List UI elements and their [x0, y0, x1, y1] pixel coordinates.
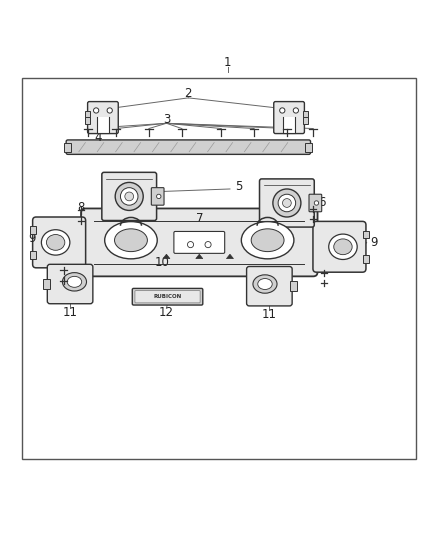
Ellipse shape	[46, 235, 65, 251]
FancyBboxPatch shape	[247, 266, 292, 306]
Circle shape	[187, 241, 194, 248]
Text: 7: 7	[195, 212, 203, 225]
Text: 11: 11	[262, 308, 277, 321]
FancyBboxPatch shape	[174, 231, 225, 253]
Ellipse shape	[328, 234, 357, 260]
FancyBboxPatch shape	[309, 194, 321, 212]
Bar	[290, 281, 297, 292]
Text: 8: 8	[78, 201, 85, 214]
Circle shape	[205, 241, 211, 248]
Ellipse shape	[115, 229, 147, 252]
FancyBboxPatch shape	[259, 179, 314, 227]
Text: 6: 6	[318, 197, 326, 209]
FancyBboxPatch shape	[33, 217, 86, 268]
Ellipse shape	[105, 222, 157, 259]
Text: 5: 5	[235, 180, 242, 193]
Ellipse shape	[251, 229, 284, 252]
Text: 11: 11	[63, 306, 78, 319]
Bar	[283, 117, 295, 133]
FancyBboxPatch shape	[151, 188, 164, 205]
Circle shape	[125, 192, 134, 201]
Circle shape	[115, 182, 143, 211]
FancyBboxPatch shape	[66, 140, 311, 155]
Ellipse shape	[41, 230, 70, 255]
Bar	[363, 255, 369, 263]
Bar	[30, 226, 36, 234]
Text: 12: 12	[159, 306, 174, 319]
FancyBboxPatch shape	[313, 221, 366, 272]
Text: 3: 3	[163, 114, 170, 126]
Bar	[85, 117, 90, 124]
FancyBboxPatch shape	[88, 102, 118, 134]
Text: 4: 4	[95, 131, 102, 144]
Circle shape	[120, 188, 138, 205]
FancyBboxPatch shape	[135, 290, 200, 303]
Text: 1: 1	[224, 56, 232, 69]
Bar	[303, 117, 308, 124]
Bar	[43, 279, 50, 289]
Ellipse shape	[241, 222, 294, 259]
Circle shape	[157, 194, 161, 199]
Circle shape	[278, 194, 296, 212]
Circle shape	[283, 199, 291, 207]
Text: 10: 10	[155, 256, 170, 269]
Bar	[22, 78, 416, 459]
Text: 8: 8	[310, 201, 317, 214]
Text: 8: 8	[60, 262, 67, 275]
Polygon shape	[163, 254, 170, 259]
Ellipse shape	[258, 279, 272, 289]
FancyBboxPatch shape	[47, 264, 93, 304]
FancyBboxPatch shape	[102, 172, 156, 221]
Circle shape	[93, 108, 99, 113]
Bar	[85, 111, 90, 118]
FancyBboxPatch shape	[274, 102, 304, 134]
Text: 2: 2	[184, 87, 192, 100]
Polygon shape	[226, 254, 233, 259]
Ellipse shape	[253, 275, 277, 293]
Circle shape	[273, 189, 301, 217]
Bar	[303, 111, 308, 118]
Circle shape	[107, 108, 112, 113]
Bar	[30, 251, 36, 259]
FancyBboxPatch shape	[81, 208, 318, 276]
Text: 9: 9	[371, 236, 378, 249]
Text: RUBICON: RUBICON	[153, 294, 182, 299]
FancyBboxPatch shape	[132, 288, 203, 305]
Circle shape	[280, 108, 285, 113]
Bar	[97, 117, 109, 133]
Text: 9: 9	[28, 231, 36, 245]
Text: 8: 8	[321, 264, 328, 277]
Circle shape	[314, 201, 319, 205]
Bar	[363, 231, 369, 238]
Polygon shape	[196, 254, 203, 259]
Bar	[64, 143, 71, 151]
Ellipse shape	[67, 276, 82, 287]
Ellipse shape	[63, 273, 87, 291]
Bar	[305, 143, 312, 151]
Circle shape	[293, 108, 298, 113]
Ellipse shape	[334, 239, 352, 255]
